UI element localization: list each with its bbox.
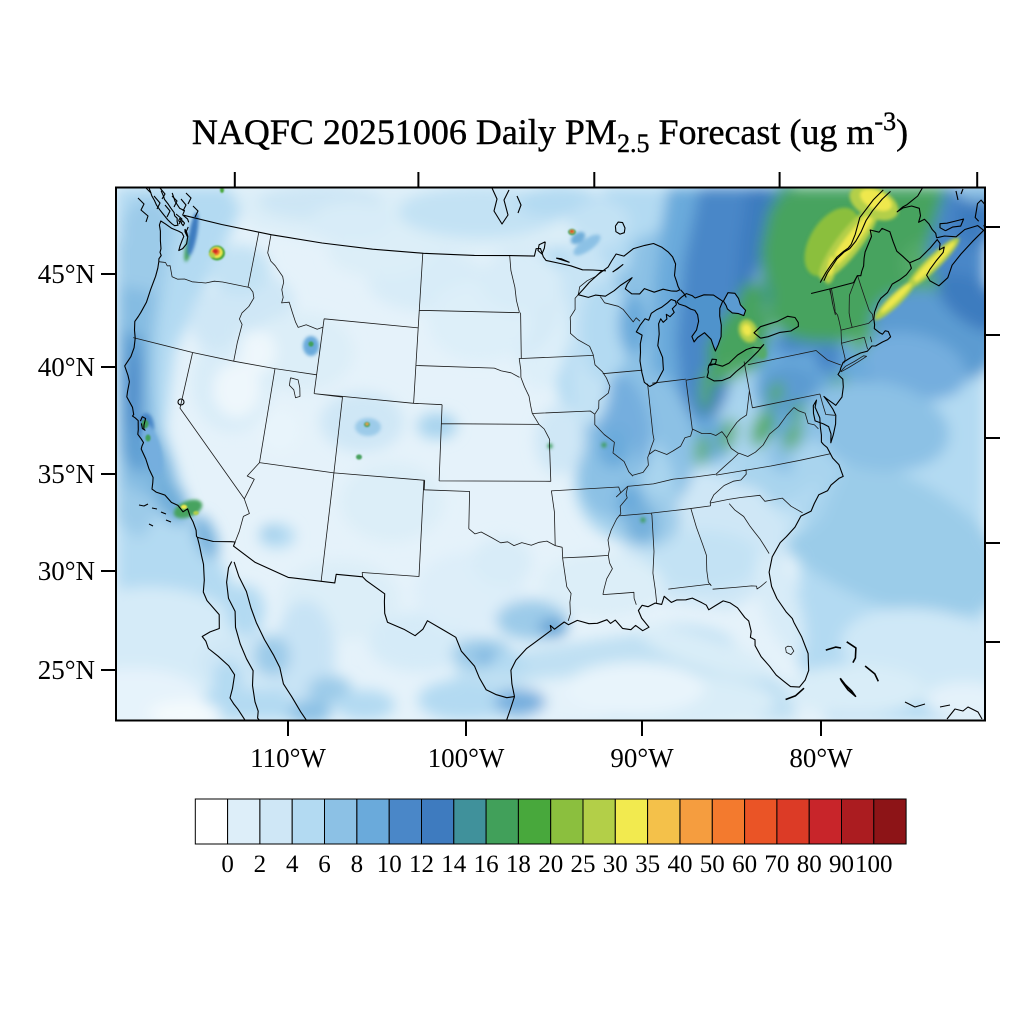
svg-text:50: 50 xyxy=(700,851,725,878)
svg-text:35°N: 35°N xyxy=(38,459,95,489)
svg-text:0: 0 xyxy=(221,851,234,878)
svg-text:40°N: 40°N xyxy=(38,352,95,382)
svg-text:6: 6 xyxy=(318,851,331,878)
svg-text:35: 35 xyxy=(635,851,660,878)
svg-text:25: 25 xyxy=(571,851,596,878)
svg-text:30°N: 30°N xyxy=(38,556,95,586)
svg-text:8: 8 xyxy=(351,851,364,878)
svg-text:80: 80 xyxy=(797,851,822,878)
svg-text:12: 12 xyxy=(409,851,434,878)
svg-text:2: 2 xyxy=(254,851,267,878)
svg-text:25°N: 25°N xyxy=(38,655,95,685)
svg-text:14: 14 xyxy=(441,851,467,878)
svg-text:30: 30 xyxy=(603,851,628,878)
svg-text:70: 70 xyxy=(764,851,789,878)
svg-text:NAQFC 20251006 Daily PM2.5 For: NAQFC 20251006 Daily PM2.5 Forecast (ug … xyxy=(192,107,908,158)
svg-text:90°W: 90°W xyxy=(610,743,674,773)
svg-text:18: 18 xyxy=(506,851,531,878)
svg-text:45°N: 45°N xyxy=(38,259,95,289)
svg-text:10: 10 xyxy=(377,851,402,878)
svg-text:100: 100 xyxy=(855,851,893,878)
svg-text:40: 40 xyxy=(668,851,693,878)
svg-text:100°W: 100°W xyxy=(428,743,505,773)
svg-text:110°W: 110°W xyxy=(250,743,326,773)
svg-text:20: 20 xyxy=(538,851,563,878)
svg-text:16: 16 xyxy=(474,851,499,878)
svg-text:60: 60 xyxy=(732,851,757,878)
svg-text:90: 90 xyxy=(829,851,854,878)
svg-text:80°W: 80°W xyxy=(789,743,853,773)
svg-text:4: 4 xyxy=(286,851,299,878)
